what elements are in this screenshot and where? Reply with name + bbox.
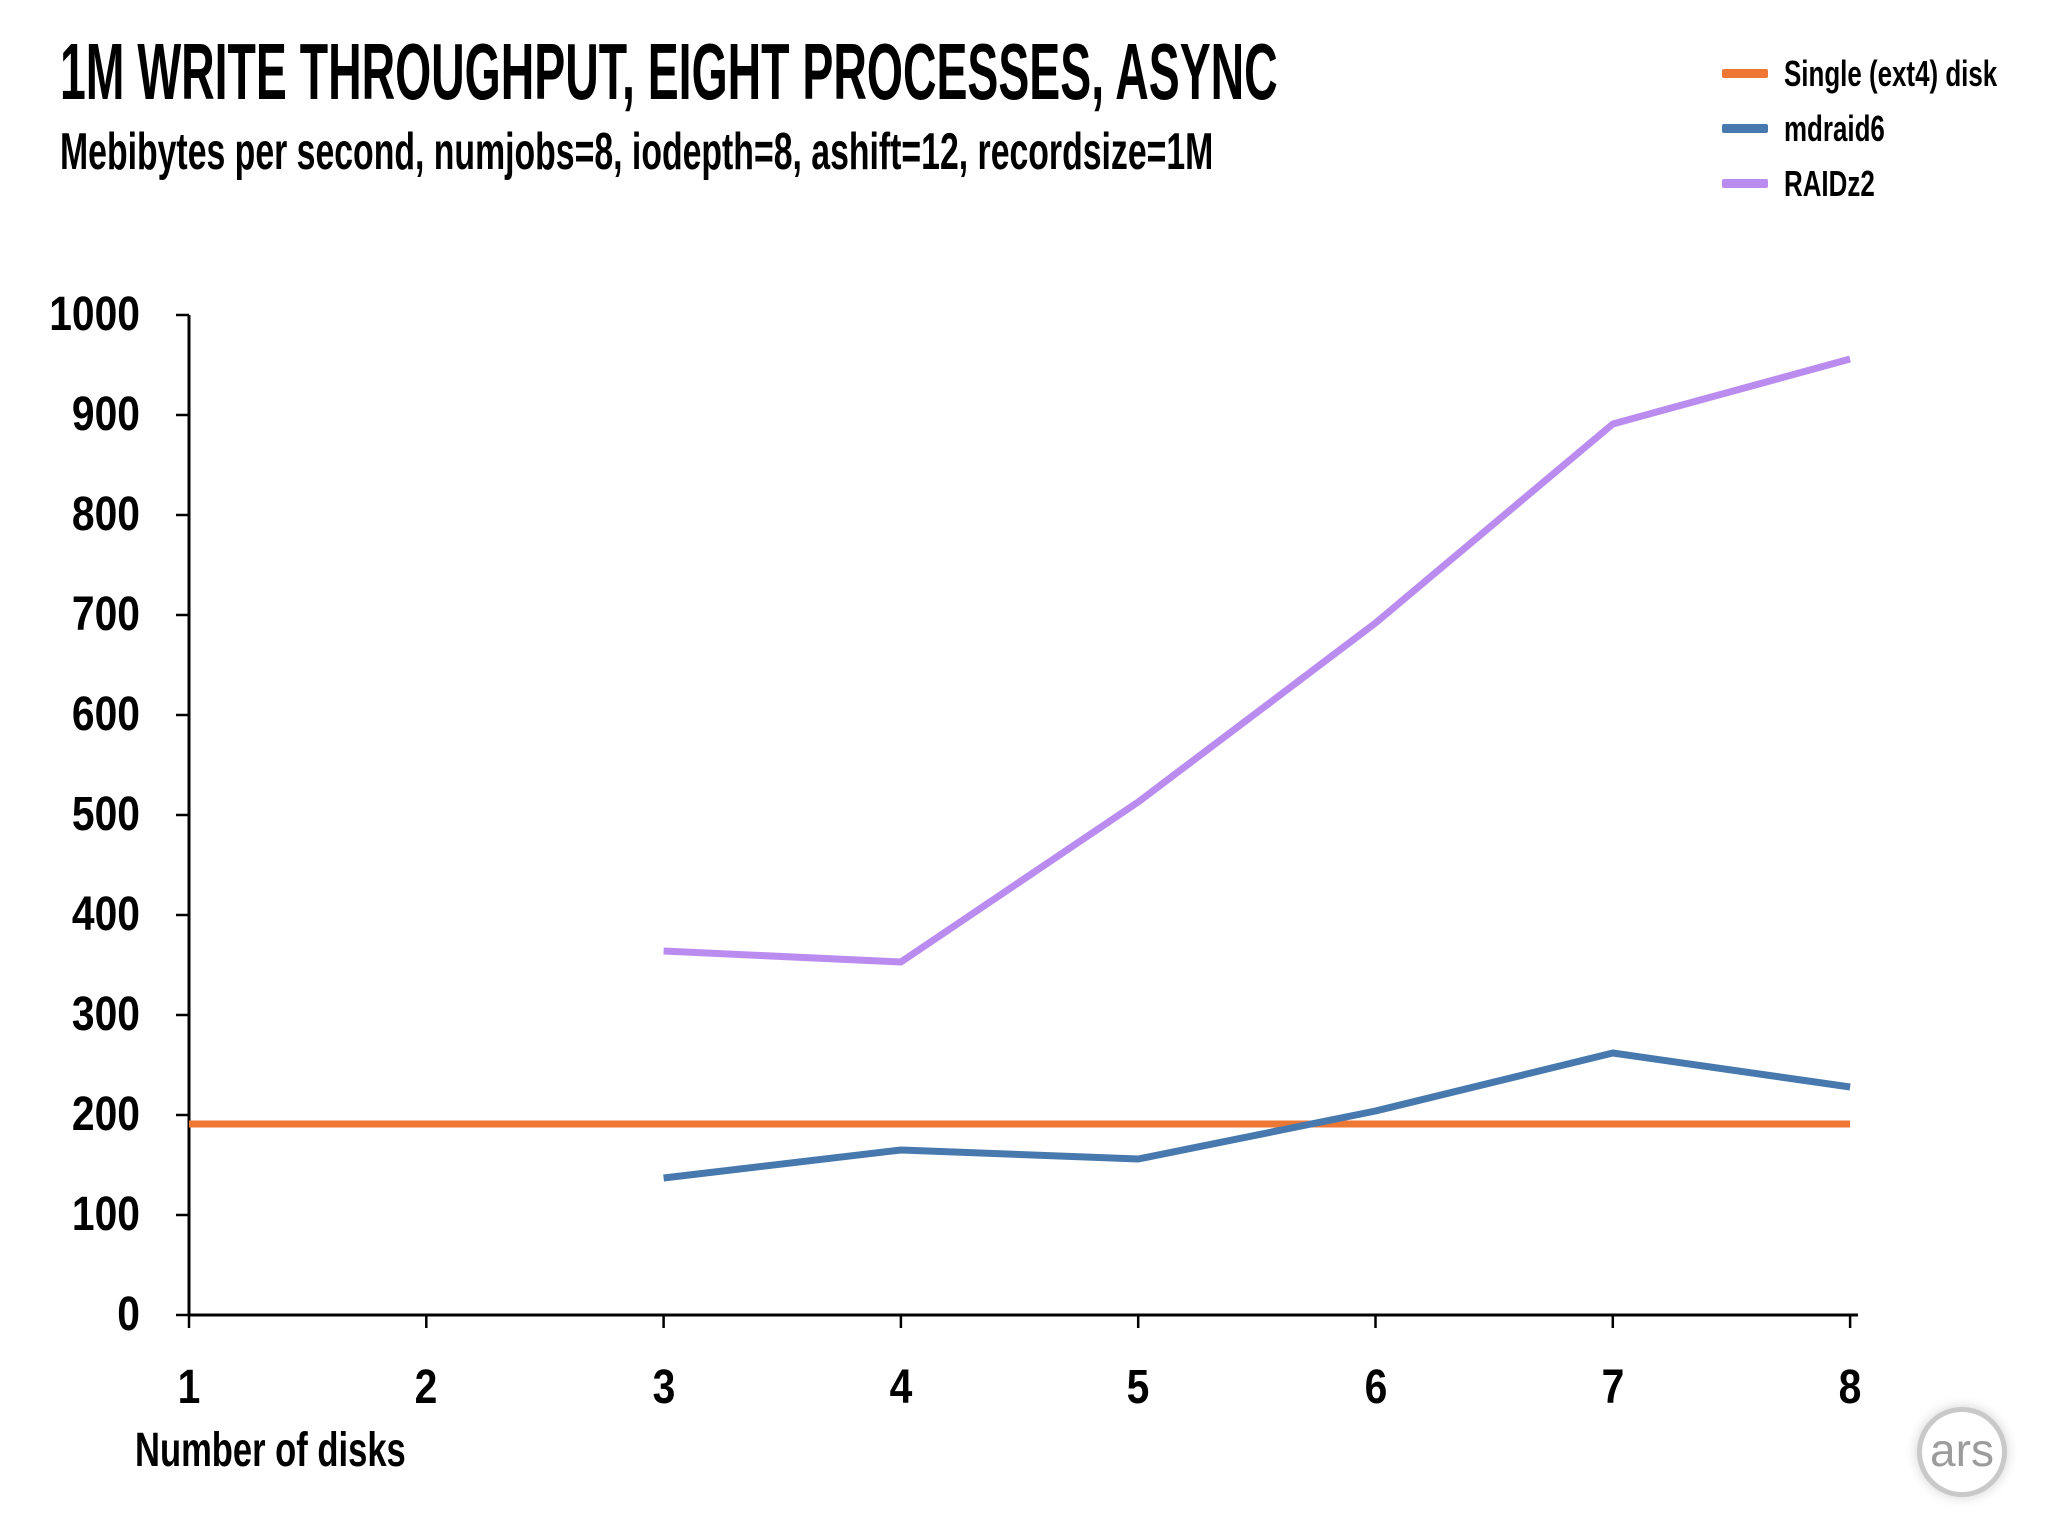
series-line-raidz2 (663, 355, 1852, 966)
y-tick-label: 800 (71, 488, 140, 541)
y-tick-label: 0 (117, 1288, 140, 1341)
x-tick-label: 6 (1364, 1361, 1387, 1414)
ars-technica-logo: ars (1917, 1407, 2007, 1497)
y-tick-label: 1000 (49, 288, 140, 341)
legend-item: Single (ext4) disk (1722, 46, 2048, 101)
x-tick-label: 8 (1838, 1361, 1862, 1414)
y-tick-label: 200 (71, 1088, 140, 1141)
x-tick-label: 4 (889, 1361, 913, 1414)
x-axis-title: Number of disks (135, 1424, 406, 1477)
legend-swatch (1722, 124, 1768, 133)
legend-item: RAIDz2 (1722, 156, 2048, 211)
legend-item: mdraid6 (1722, 101, 2048, 156)
page-subtitle: Mebibytes per second, numjobs=8, iodepth… (60, 123, 1214, 181)
page-title: 1M WRITE THROUGHPUT, EIGHT PROCESSES, AS… (60, 27, 1278, 116)
legend-label: RAIDz2 (1784, 162, 1875, 204)
y-tick-label: 400 (71, 888, 140, 941)
legend-label: Single (ext4) disk (1784, 52, 1998, 94)
y-tick-label: 100 (71, 1188, 140, 1241)
y-tick-label: 500 (71, 788, 140, 841)
y-tick-label: 600 (71, 688, 140, 741)
x-tick-label: 1 (177, 1361, 201, 1414)
x-tick-label: 2 (414, 1361, 438, 1414)
y-tick-label: 300 (71, 988, 140, 1041)
series-line-mdraid6 (663, 1049, 1851, 1182)
legend: Single (ext4) disk mdraid6 RAIDz2 (1722, 46, 2048, 211)
legend-label: mdraid6 (1784, 107, 1885, 149)
y-tick-label: 900 (71, 388, 140, 441)
x-tick-label: 5 (1126, 1361, 1150, 1414)
y-tick-label: 700 (71, 588, 140, 641)
legend-swatch (1722, 69, 1768, 78)
x-tick-label: 7 (1601, 1361, 1625, 1414)
x-tick-label: 3 (652, 1361, 675, 1414)
legend-swatch (1722, 179, 1768, 188)
ars-logo-text: ars (1930, 1424, 1994, 1476)
